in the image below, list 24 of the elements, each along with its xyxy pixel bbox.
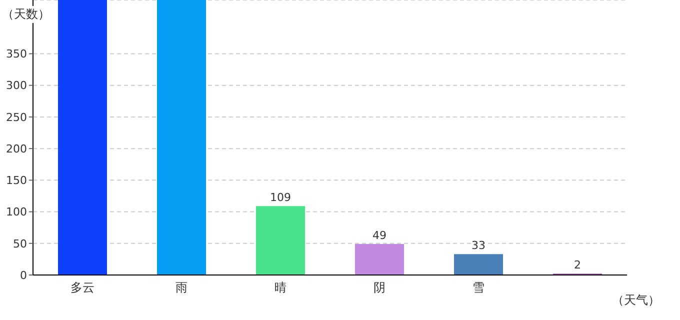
x-tick-label: 雨 [176, 280, 188, 295]
bar [157, 0, 206, 275]
x-tick-label: 阴 [374, 280, 386, 295]
data-label: 49 [372, 229, 386, 242]
x-tick-label: 晴 [274, 280, 286, 295]
y-axis-title: （天数） [2, 6, 50, 23]
x-tick-label: 雪 [472, 280, 484, 295]
bar [454, 254, 503, 275]
x-axis-title: （天气） [612, 292, 660, 309]
y-tick-label: 0 [20, 268, 27, 282]
y-tick-label: 300 [6, 79, 27, 92]
y-tick-label: 50 [13, 237, 27, 250]
bar [256, 206, 305, 275]
data-label: 33 [472, 239, 486, 252]
bar [58, 0, 107, 275]
y-tick-label: 350 [6, 48, 27, 61]
data-label: 2 [574, 258, 581, 272]
bar [355, 244, 404, 275]
y-tick-label: 100 [6, 206, 27, 219]
y-tick-label: 150 [6, 174, 27, 188]
x-tick-label: 多云 [70, 280, 94, 295]
y-tick-label: 250 [6, 110, 27, 124]
y-tick-label: 200 [6, 142, 27, 156]
data-label: 109 [270, 191, 291, 204]
